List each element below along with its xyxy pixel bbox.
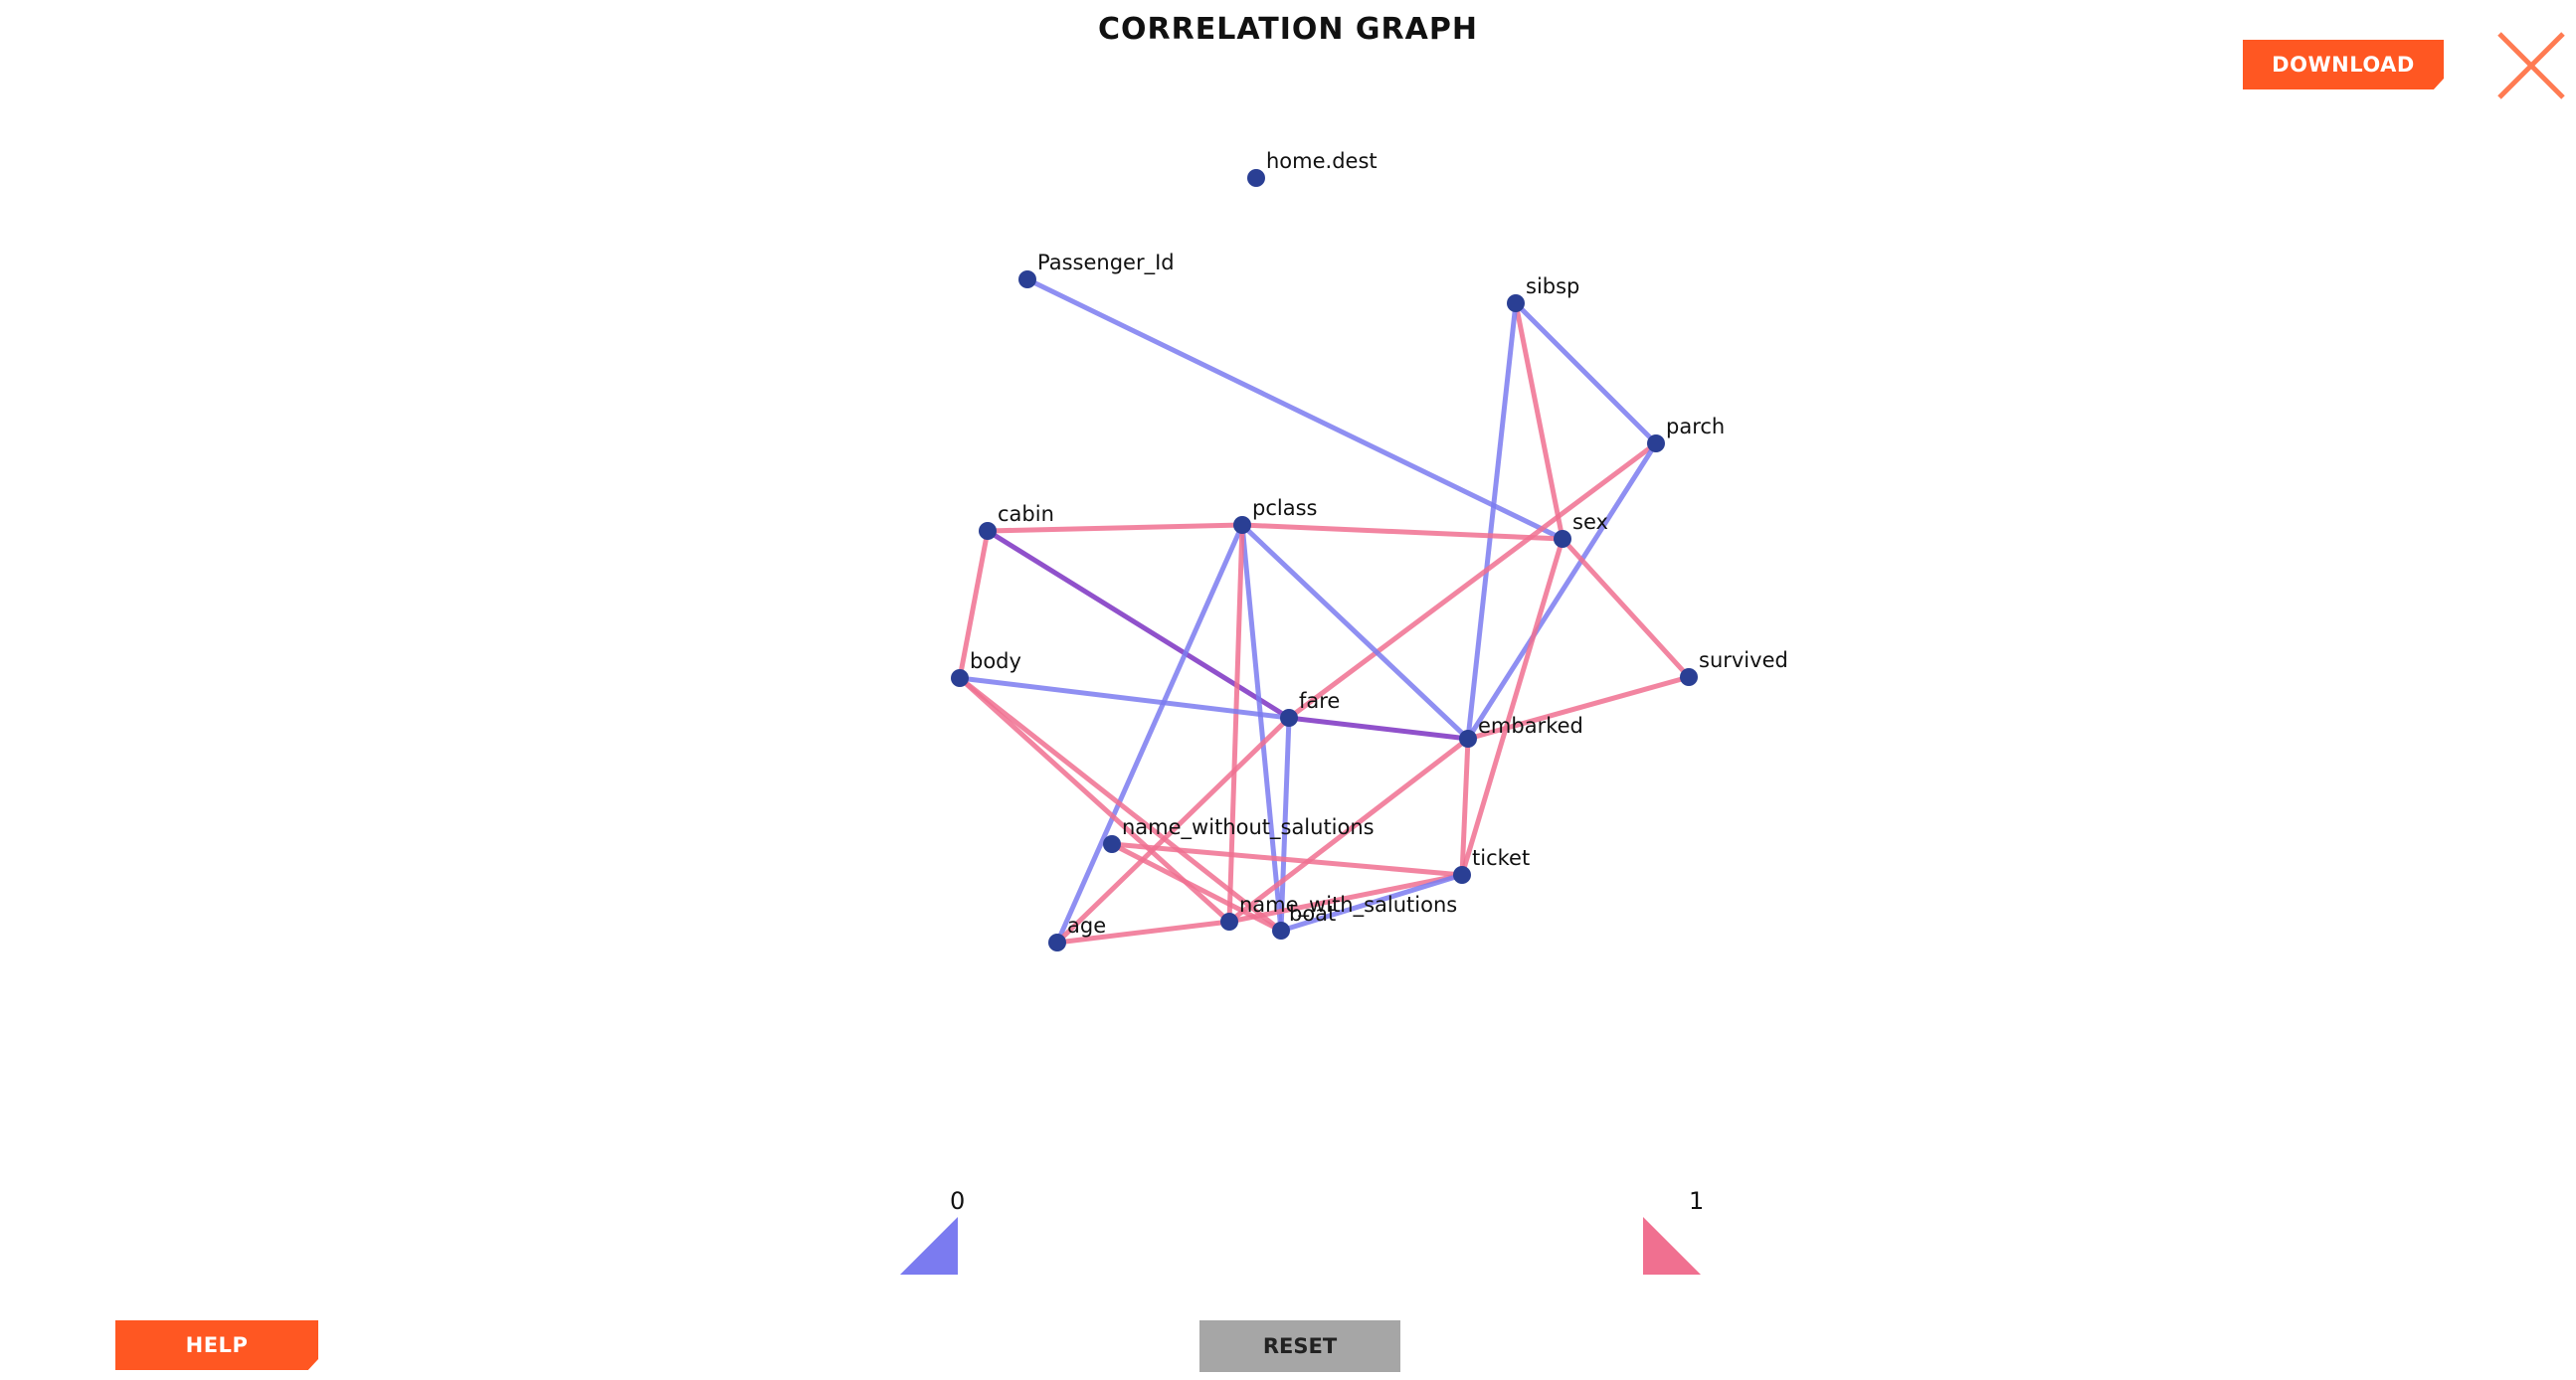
node-survived[interactable]: survived [1680,648,1788,686]
edge-embarked-name_with_salutions [1227,737,1470,924]
node-boat[interactable]: boat [1272,902,1336,940]
help-button[interactable]: HELP [115,1320,318,1370]
edge-pclass-age [1054,523,1245,945]
node-label: embarked [1478,714,1583,738]
edge-pclass-embarked [1240,523,1470,741]
node-label: ticket [1472,846,1530,870]
node-home.dest[interactable]: home.dest [1247,149,1378,187]
node-dot[interactable] [1647,434,1665,452]
node-sex[interactable]: sex [1554,510,1608,548]
node-dot[interactable] [1507,294,1525,312]
node-label: survived [1699,648,1788,672]
close-icon[interactable] [2491,26,2571,105]
node-dot[interactable] [1048,934,1066,951]
node-dot[interactable] [1280,709,1298,727]
edge-sibsp-sex [1513,302,1565,540]
edge-sibsp-embarked [1465,302,1519,740]
edge-boat-ticket [1280,872,1463,934]
edge-parch-fare [1287,440,1658,721]
node-cabin[interactable]: cabin [979,502,1054,540]
scale-min-handle[interactable] [900,1217,958,1275]
node-dot[interactable] [951,669,969,687]
node-label: fare [1299,689,1340,713]
edge-name_without_salutions-ticket [1111,841,1463,878]
edge-cabin-pclass [987,522,1243,534]
node-embarked[interactable]: embarked [1459,714,1583,748]
edge-name_with_salutions-ticket [1228,872,1463,925]
edge-cabin-body [957,530,991,679]
edge-sibsp-parch [1514,301,1658,445]
node-label: home.dest [1266,149,1378,173]
edge-embarked-ticket [1459,738,1471,876]
node-dot[interactable] [1554,530,1571,548]
node-dot[interactable] [1453,866,1471,884]
node-label: Passenger_Id [1037,251,1175,275]
node-sibsp[interactable]: sibsp [1507,274,1579,312]
node-label: body [970,649,1021,673]
node-pclass[interactable]: pclass [1233,496,1317,534]
node-name_without_salutions[interactable]: name_without_salutions [1103,815,1375,853]
node-ticket[interactable]: ticket [1453,846,1530,884]
scale-min-label: 0 [950,1187,965,1215]
node-dot[interactable] [1272,922,1290,940]
node-dot[interactable] [1103,835,1121,853]
edge-fare-boat [1278,717,1292,932]
edge-survived-embarked [1467,674,1690,742]
node-label: sex [1572,510,1608,534]
node-dot[interactable] [1018,270,1036,288]
node-dot[interactable] [1247,169,1265,187]
edge-fare-age [1055,716,1291,945]
node-dot[interactable] [1459,730,1477,748]
node-label: parch [1666,415,1725,438]
edge-fare-embarked [1288,715,1469,742]
edge-body-fare [959,675,1290,721]
node-label: name_without_salutions [1122,815,1375,840]
edges-layer [957,276,1691,946]
download-button[interactable]: DOWNLOAD [2243,40,2444,89]
node-Passenger_Id[interactable]: Passenger_Id [1018,251,1175,288]
edge-sex-survived [1561,537,1691,679]
node-label: boat [1289,902,1336,926]
node-label: sibsp [1526,274,1579,298]
node-dot[interactable] [1680,668,1698,686]
node-dot[interactable] [1220,913,1238,931]
reset-button[interactable]: RESET [1199,1320,1400,1372]
node-parch[interactable]: parch [1647,415,1725,452]
edge-name_with_salutions-age [1056,919,1230,946]
edge-sex-ticket [1459,538,1565,876]
edge-pclass-sex [1241,522,1564,542]
edge-pclass-boat [1239,524,1284,932]
node-age[interactable]: age [1048,914,1106,951]
scale-max-label: 1 [1689,1187,1704,1215]
node-label: pclass [1252,496,1317,520]
node-dot[interactable] [1233,516,1251,534]
node-fare[interactable]: fare [1280,689,1340,727]
node-label: cabin [998,502,1054,526]
node-label: age [1067,914,1106,938]
scale-max-handle[interactable] [1643,1217,1701,1275]
page-title: CORRELATION GRAPH [1098,12,1478,47]
node-body[interactable]: body [951,649,1021,687]
edge-body-boat [958,676,1283,933]
edge-Passenger_Id-sex [1025,276,1564,542]
edge-parch-embarked [1465,441,1659,741]
node-dot[interactable] [979,522,997,540]
node-label: name_with_salutions [1239,893,1457,918]
node-name_with_salutions[interactable]: name_with_salutions [1220,893,1457,931]
